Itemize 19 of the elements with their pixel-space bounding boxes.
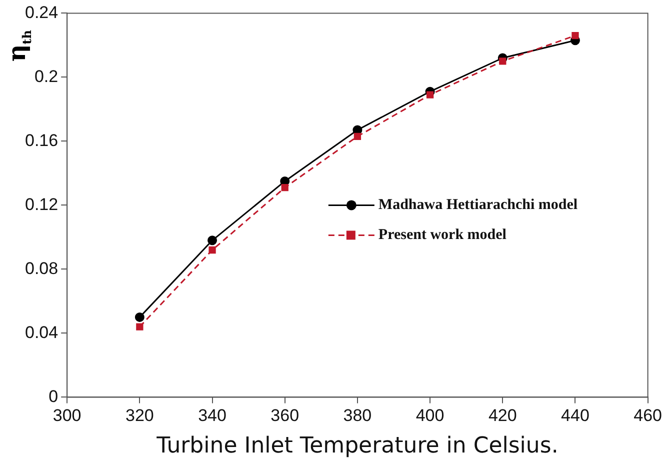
x-tick-label: 400 [416,406,444,426]
y-tick-label: 0.2 [34,66,58,86]
x-tick-label: 300 [52,406,82,426]
x-tick-label: 380 [343,406,372,426]
y-tick-label: 0 [48,386,58,406]
y-tick-label: 0.24 [24,2,58,22]
legend-label: Madhawa Hettiarachchi model [378,197,578,214]
x-axis-title: Turbine Inlet Temperature in Celsius. [156,434,558,459]
x-tick-label: 320 [125,406,154,426]
y-tick-label: 0.08 [24,258,58,278]
x-tick-label: 440 [561,406,590,426]
legend-label: Present work model [378,227,506,244]
y-tick-label: 0.16 [24,130,58,150]
x-tick-label: 420 [488,406,517,426]
x-tick-label: 340 [198,406,226,426]
x-tick-label: 360 [270,406,300,426]
y-tick-label: 0.12 [24,194,58,214]
x-tick-label: 460 [634,406,662,426]
y-tick-label: 0.04 [24,322,58,342]
